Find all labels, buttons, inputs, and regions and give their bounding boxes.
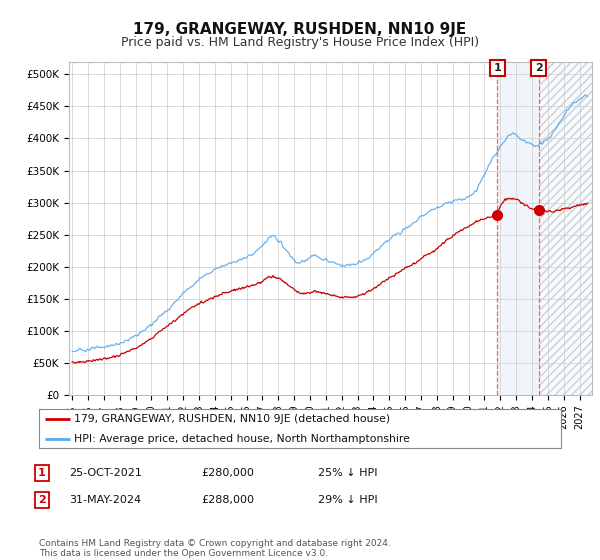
Text: 179, GRANGEWAY, RUSHDEN, NN10 9JE (detached house): 179, GRANGEWAY, RUSHDEN, NN10 9JE (detac… <box>74 414 391 423</box>
Text: £288,000: £288,000 <box>201 495 254 505</box>
Text: £280,000: £280,000 <box>201 468 254 478</box>
Text: 2: 2 <box>535 63 542 73</box>
Text: 179, GRANGEWAY, RUSHDEN, NN10 9JE: 179, GRANGEWAY, RUSHDEN, NN10 9JE <box>133 22 467 38</box>
Text: 1: 1 <box>38 468 46 478</box>
Bar <box>539 62 592 395</box>
Text: 31-MAY-2024: 31-MAY-2024 <box>69 495 141 505</box>
Text: 1: 1 <box>494 63 501 73</box>
Text: 25-OCT-2021: 25-OCT-2021 <box>69 468 142 478</box>
Text: 29% ↓ HPI: 29% ↓ HPI <box>318 495 377 505</box>
Text: Price paid vs. HM Land Registry's House Price Index (HPI): Price paid vs. HM Land Registry's House … <box>121 36 479 49</box>
Bar <box>539 62 592 395</box>
Text: Contains HM Land Registry data © Crown copyright and database right 2024.
This d: Contains HM Land Registry data © Crown c… <box>39 539 391 558</box>
Text: 25% ↓ HPI: 25% ↓ HPI <box>318 468 377 478</box>
Text: HPI: Average price, detached house, North Northamptonshire: HPI: Average price, detached house, Nort… <box>74 435 410 445</box>
Bar <box>497 62 539 395</box>
Text: 2: 2 <box>38 495 46 505</box>
